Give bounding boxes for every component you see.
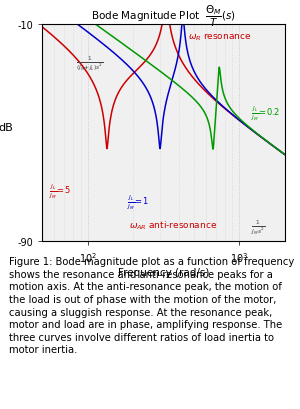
Text: $\frac{J_L}{J_M}\!=\!0.2$: $\frac{J_L}{J_M}\!=\!0.2$ (251, 104, 280, 123)
Text: Figure 1: Bode magnitude plot as a function of frequency shows the resonance and: Figure 1: Bode magnitude plot as a funct… (9, 257, 294, 354)
Title: Bode Magnitude Plot  $\dfrac{\Theta_M}{T}(s)$: Bode Magnitude Plot $\dfrac{\Theta_M}{T}… (91, 4, 236, 29)
Text: $\frac{J_L}{J_M}\!=\!1$: $\frac{J_L}{J_M}\!=\!1$ (127, 193, 148, 211)
Text: $\omega_R$ resonance: $\omega_R$ resonance (188, 32, 251, 43)
Text: $\frac{1}{J_M s^2}$: $\frac{1}{J_M s^2}$ (251, 218, 266, 236)
Y-axis label: dB: dB (0, 123, 14, 133)
Text: $\frac{J_L}{J_M}\!=\!5$: $\frac{J_L}{J_M}\!=\!5$ (49, 182, 71, 201)
Text: $\frac{1}{(J_M\!+\!J_L)s^2}$: $\frac{1}{(J_M\!+\!J_L)s^2}$ (76, 55, 104, 73)
X-axis label: Frequency (rad/s): Frequency (rad/s) (118, 267, 209, 277)
Text: $\omega_{AR}$ anti-resonance: $\omega_{AR}$ anti-resonance (130, 219, 218, 232)
